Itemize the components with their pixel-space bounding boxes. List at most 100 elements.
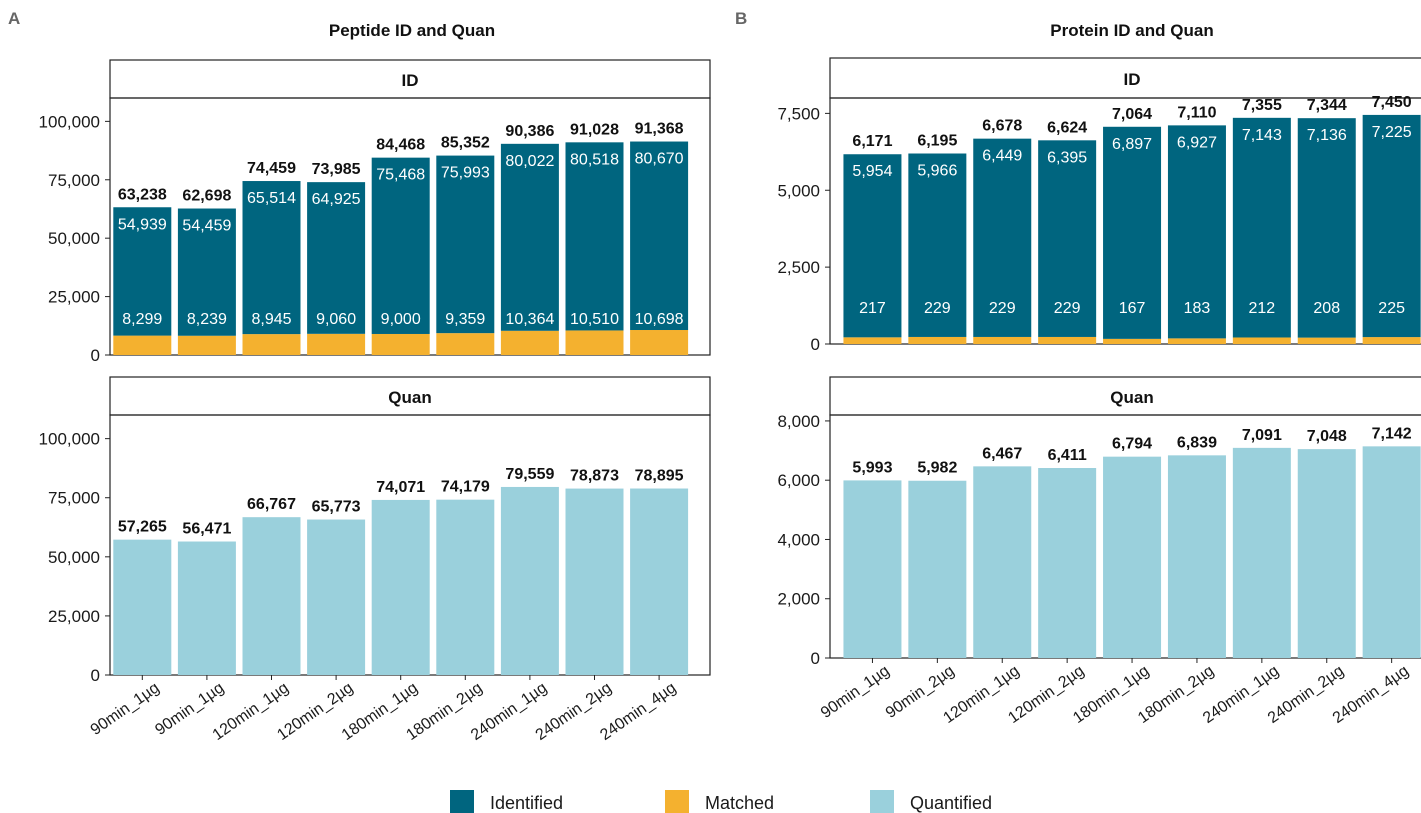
bar-total-label: 5,982 <box>917 460 957 477</box>
y-tick-label: 5,000 <box>777 181 820 200</box>
bar-label-identified: 6,927 <box>1177 134 1217 151</box>
panel-a-x-axis: 90min_1µg90min_1µg120min_1µg120min_2µg18… <box>88 675 679 744</box>
bar-label-matched: 225 <box>1378 300 1405 317</box>
bar-label-identified: 6,395 <box>1047 149 1087 166</box>
bar-total-label: 74,459 <box>247 160 296 177</box>
bar-total-label: 7,048 <box>1307 428 1347 445</box>
bar-total-label: 6,794 <box>1112 436 1152 453</box>
bar-total-label: 66,767 <box>247 496 296 513</box>
bar-label-matched: 167 <box>1119 300 1146 317</box>
panel-a-quan-strip <box>109 376 711 416</box>
bar-total-label: 6,195 <box>917 133 957 150</box>
y-tick-label: 2,000 <box>777 590 820 609</box>
bar-matched <box>908 336 967 344</box>
bar-label-identified: 80,022 <box>505 153 554 170</box>
bar-label-identified: 7,136 <box>1307 127 1347 144</box>
panel-a-id-y-axis: 0 25,000 50,000 75,000 100,000 <box>39 112 110 365</box>
bar-total-label: 7,064 <box>1112 106 1152 123</box>
legend-label-quantified: Quantified <box>910 793 992 813</box>
bar-quantified <box>1167 455 1226 658</box>
bar-quantified <box>973 466 1032 658</box>
bar-quantified <box>500 486 559 675</box>
y-tick-label: 7,500 <box>777 104 820 123</box>
bar-total-label: 7,355 <box>1242 97 1282 114</box>
bar-total-label: 90,386 <box>505 123 554 140</box>
bar-matched <box>307 333 366 355</box>
y-tick-label: 6,000 <box>777 471 820 490</box>
bar-total-label: 7,344 <box>1307 97 1347 114</box>
bar-quantified <box>113 539 172 675</box>
bar-matched <box>113 335 172 355</box>
bar-identified <box>843 154 902 338</box>
bar-quantified <box>1103 456 1162 658</box>
bar-quantified <box>307 519 366 675</box>
bar-matched <box>973 336 1032 344</box>
bar-quantified <box>1038 468 1097 658</box>
bar-identified <box>1297 118 1356 338</box>
y-tick-label: 0 <box>811 649 820 668</box>
y-tick-label: 0 <box>811 335 820 354</box>
panel-b-x-axis: 90min_1µg90min_2µg120min_1µg120min_2µg18… <box>818 658 1412 727</box>
legend-label-matched: Matched <box>705 793 774 813</box>
y-tick-label: 50,000 <box>48 548 100 567</box>
y-tick-label: 25,000 <box>48 288 100 307</box>
bar-matched <box>630 330 689 355</box>
bar-identified <box>1038 140 1097 337</box>
bar-label-matched: 183 <box>1184 300 1211 317</box>
x-category-label: 90min_1µg <box>818 662 893 722</box>
bar-total-label: 78,895 <box>635 468 684 485</box>
bar-total-label: 7,142 <box>1372 425 1412 442</box>
bar-label-identified: 54,939 <box>118 216 167 233</box>
y-tick-label: 0 <box>91 346 100 365</box>
panel-a-title: Peptide ID and Quan <box>329 21 495 40</box>
bar-quantified <box>1297 449 1356 658</box>
bar-total-label: 56,471 <box>182 521 231 538</box>
legend-swatch-identified <box>450 790 474 813</box>
bar-identified <box>307 182 366 334</box>
bar-total-label: 62,698 <box>182 188 231 205</box>
bar-label-identified: 75,468 <box>376 167 425 184</box>
bar-label-identified: 6,449 <box>982 148 1022 165</box>
bar-quantified <box>371 499 430 675</box>
bar-quantified <box>565 488 624 675</box>
bar-quantified <box>843 480 902 658</box>
bar-total-label: 6,839 <box>1177 434 1217 451</box>
bar-identified <box>630 141 689 331</box>
legend-label-identified: Identified <box>490 793 563 813</box>
bar-quantified <box>1232 447 1291 658</box>
y-tick-label: 75,000 <box>48 489 100 508</box>
bar-label-matched: 217 <box>859 300 886 317</box>
bar-label-identified: 75,993 <box>441 165 490 182</box>
panel-b-id-y-axis: 0 2,500 5,000 7,500 <box>777 104 830 354</box>
bar-identified <box>113 207 172 336</box>
panel-letter-b: B <box>735 9 747 28</box>
bar-identified <box>242 181 301 335</box>
bar-quantified <box>630 488 689 675</box>
bar-matched <box>177 335 236 355</box>
bar-label-identified: 54,459 <box>182 218 231 235</box>
bar-label-matched: 229 <box>924 300 951 317</box>
bar-label-matched: 10,364 <box>505 311 554 328</box>
bar-label-matched: 8,945 <box>251 311 291 328</box>
bar-total-label: 6,678 <box>982 118 1022 135</box>
bar-total-label: 91,368 <box>635 121 684 138</box>
bar-identified <box>1232 117 1291 338</box>
bar-label-matched: 8,299 <box>122 311 162 328</box>
y-tick-label: 2,500 <box>777 258 820 277</box>
bar-identified <box>371 157 430 334</box>
bar-label-matched: 212 <box>1248 300 1275 317</box>
bar-total-label: 74,179 <box>441 479 490 496</box>
bar-matched <box>1167 338 1226 344</box>
bar-total-label: 7,110 <box>1177 104 1216 121</box>
bar-label-identified: 7,143 <box>1242 127 1282 144</box>
bar-label-identified: 80,518 <box>570 151 619 168</box>
panel-b-id-facet: ID 0 2,500 5,000 7,500 217 5,954 6,171 229 5,96… <box>777 57 1421 354</box>
panel-a-id-strip <box>109 59 711 99</box>
bar-matched <box>436 333 495 355</box>
bar-label-identified: 6,897 <box>1112 136 1152 153</box>
x-category-label: 90min_1µg <box>88 679 163 739</box>
y-tick-label: 8,000 <box>777 412 820 431</box>
bar-total-label: 63,238 <box>118 186 167 203</box>
y-tick-label: 4,000 <box>777 530 820 549</box>
